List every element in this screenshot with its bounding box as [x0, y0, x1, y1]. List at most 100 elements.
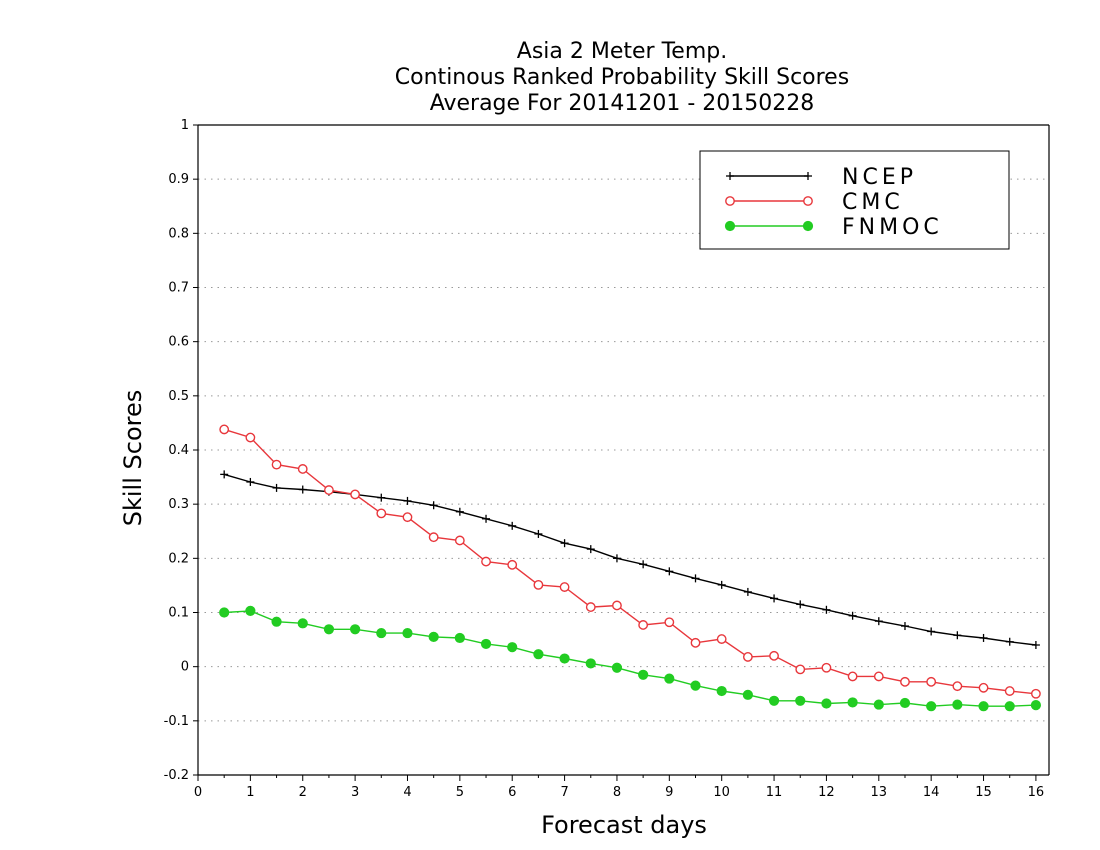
title-line-2: Continous Ranked Probability Skill Score…: [395, 65, 849, 90]
x-tick-label: 11: [766, 785, 783, 800]
data-point-cmc: [481, 556, 491, 567]
legend-marker-end-cmc: [803, 196, 813, 206]
data-point-cmc: [533, 579, 544, 590]
data-point-cmc: [559, 582, 570, 592]
data-point-ncep: [1031, 641, 1040, 649]
data-point-fnmoc: [795, 695, 806, 706]
series-line-fnmoc: [224, 610, 1036, 707]
data-point-cmc: [978, 682, 989, 693]
data-point-cmc: [716, 634, 727, 644]
axes: -0.2-0.100.10.20.30.40.50.60.70.80.910 1 2…: [164, 118, 1050, 800]
data-point-cmc: [1004, 686, 1015, 696]
data-point-cmc: [245, 432, 256, 443]
x-tick-label: 13: [871, 785, 888, 800]
data-point-fnmoc: [402, 627, 413, 639]
data-point-ncep: [403, 496, 412, 505]
legend-item-fnmoc: FNMOC: [724, 215, 939, 240]
series-ncep: [220, 470, 1040, 649]
data-point-cmc: [821, 662, 832, 673]
legend-item-ncep: NCEP: [726, 165, 913, 190]
legend-marker-start-cmc: [725, 196, 735, 206]
x-tick-label: 2: [299, 785, 307, 800]
data-point-ncep: [482, 514, 491, 523]
data-point-cmc: [1031, 688, 1041, 699]
legend-label-cmc: CMC: [842, 190, 904, 215]
data-point-fnmoc: [480, 638, 492, 650]
data-point-ncep: [770, 594, 779, 603]
x-tick-label: 10: [713, 785, 730, 800]
x-tick-label: 7: [560, 785, 568, 800]
data-point-ncep: [665, 567, 674, 576]
x-tick-label: 9: [665, 785, 673, 800]
data-point-fnmoc: [690, 680, 701, 691]
x-tick-label: 16: [1028, 785, 1045, 800]
title-line-3: Average For 20141201 - 20150228: [430, 91, 815, 116]
data-point-ncep: [377, 493, 386, 502]
data-point-cmc: [690, 637, 701, 648]
data-point-fnmoc: [1030, 700, 1042, 711]
data-point-cmc: [638, 620, 649, 630]
data-point-ncep: [534, 529, 543, 538]
data-point-cmc: [454, 535, 465, 546]
data-point-fnmoc: [952, 699, 963, 710]
data-point-ncep: [848, 611, 857, 620]
data-point-cmc: [742, 652, 753, 662]
data-point-ncep: [586, 545, 595, 554]
data-point-fnmoc: [507, 642, 518, 653]
data-point-cmc: [900, 676, 910, 687]
data-point-ncep: [900, 622, 909, 631]
data-point-ncep: [796, 600, 805, 609]
data-point-fnmoc: [559, 653, 570, 664]
data-point-fnmoc: [350, 624, 361, 635]
data-point-fnmoc: [978, 701, 989, 712]
x-tick-label: 6: [508, 785, 516, 800]
data-point-fnmoc: [323, 624, 335, 635]
data-point-fnmoc: [716, 685, 727, 697]
y-tick-label: 0.7: [168, 281, 189, 296]
data-point-cmc: [324, 485, 334, 495]
data-point-fnmoc: [821, 698, 832, 709]
data-point-cmc: [585, 602, 596, 612]
data-point-fnmoc: [219, 607, 230, 618]
data-point-cmc: [847, 671, 858, 682]
data-point-ncep: [220, 470, 229, 479]
data-point-fnmoc: [428, 631, 439, 642]
legend-item-cmc: CMC: [725, 190, 904, 215]
y-tick-label: 0.4: [168, 443, 189, 458]
x-tick-label: 8: [613, 785, 621, 800]
y-axis-label: Skill Scores: [119, 390, 147, 527]
legend-marker-start-fnmoc: [724, 220, 736, 232]
data-point-ncep: [612, 554, 621, 563]
data-point-ncep: [717, 580, 726, 589]
data-point-cmc: [952, 681, 963, 692]
data-point-cmc: [873, 671, 884, 682]
series-layer: [219, 424, 1042, 712]
data-point-ncep: [639, 560, 648, 569]
y-tick-label: 0: [181, 660, 189, 675]
data-point-ncep: [874, 617, 883, 626]
data-point-cmc: [428, 532, 439, 543]
legend-marker-end-ncep: [804, 172, 812, 180]
x-axis-label: Forecast days: [541, 811, 707, 839]
data-point-ncep: [691, 574, 700, 583]
x-tick-label: 3: [351, 785, 359, 800]
data-point-ncep: [429, 501, 438, 510]
y-tick-label: -0.2: [164, 768, 189, 783]
y-tick-label: 0.9: [168, 172, 189, 187]
data-point-fnmoc: [1004, 701, 1015, 712]
x-tick-label: 0: [194, 785, 202, 800]
data-point-cmc: [271, 459, 282, 470]
data-point-cmc: [795, 664, 806, 675]
y-tick-label: 0.2: [168, 551, 189, 566]
y-tick-label: 0.5: [168, 389, 189, 404]
series-line-ncep: [224, 473, 1036, 646]
x-tick-label: 5: [456, 785, 464, 800]
data-point-fnmoc: [926, 701, 937, 712]
data-point-ncep: [508, 521, 517, 530]
data-point-cmc: [769, 650, 779, 661]
data-point-fnmoc: [297, 618, 308, 629]
data-point-ncep: [822, 605, 831, 614]
data-point-ncep: [246, 477, 255, 486]
y-tick-label: -0.1: [164, 714, 189, 729]
